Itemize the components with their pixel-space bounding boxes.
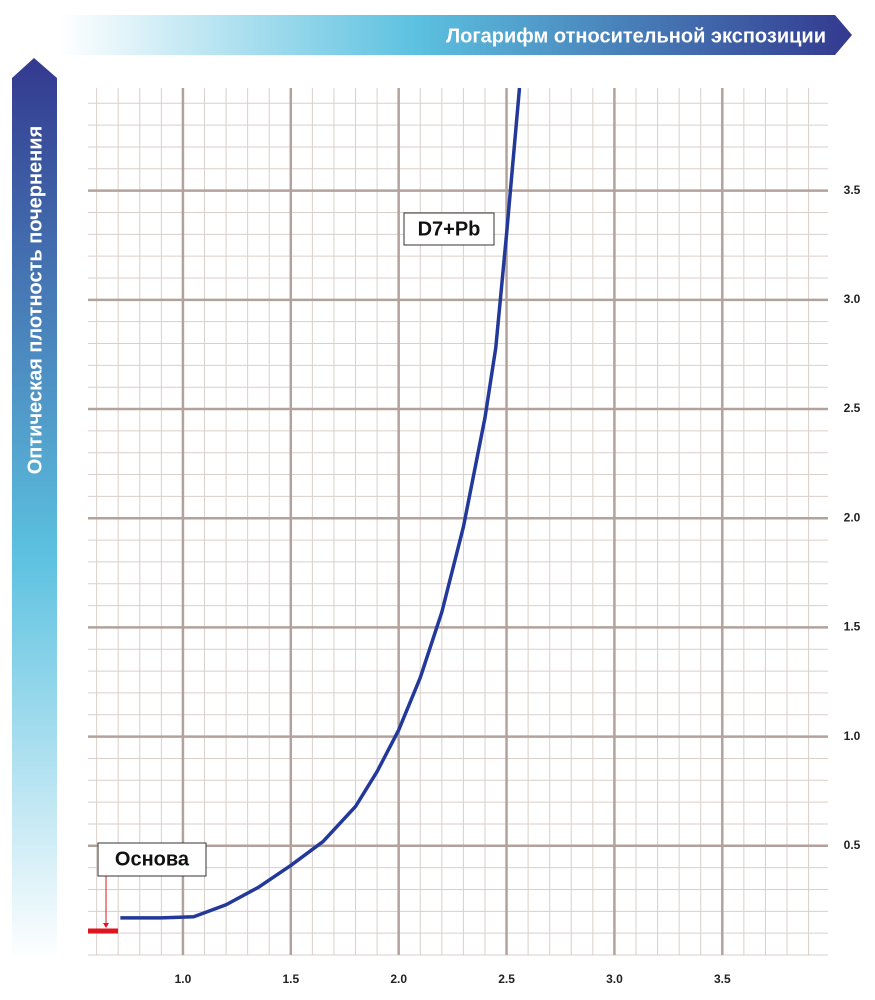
y-axis-title: Оптическая плотность почернения <box>24 126 46 475</box>
x-tick-label: 1.5 <box>282 972 299 986</box>
base-arrow-head <box>103 922 109 928</box>
x-tick-label: 3.5 <box>714 972 731 986</box>
base-label-box <box>97 842 207 877</box>
y-banner <box>12 58 57 960</box>
x-tick-label: 2.0 <box>390 972 407 986</box>
y-tick-label: 2.0 <box>844 510 861 524</box>
y-tick-label: 0.5 <box>844 838 861 852</box>
base-label: Основа <box>115 848 190 870</box>
series-label-box <box>403 212 495 246</box>
marks: Основа D7+Pb <box>88 87 522 934</box>
grid <box>88 88 828 956</box>
y-tick-label: 1.0 <box>844 729 861 743</box>
series-label: D7+Pb <box>418 218 481 240</box>
x-tick-label: 2.5 <box>498 972 515 986</box>
x-tick-label: 1.0 <box>175 972 192 986</box>
x-banner <box>60 15 852 55</box>
y-tick-label: 1.5 <box>844 620 861 634</box>
curve <box>120 87 522 920</box>
x-tick-label: 3.0 <box>606 972 623 986</box>
y-tick-label: 2.5 <box>844 401 861 415</box>
y-tick-label: 3.5 <box>844 183 861 197</box>
y-tick-label: 3.0 <box>844 292 861 306</box>
x-axis-title: Логарифм относительной экспозиции <box>446 25 826 47</box>
